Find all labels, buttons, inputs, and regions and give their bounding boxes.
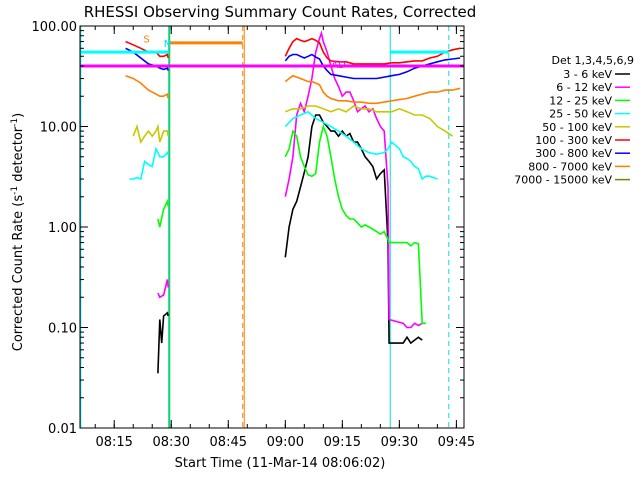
x-tick-label: 09:45	[438, 435, 475, 450]
legend-entry-label: 7000 - 15000 keV	[514, 174, 612, 187]
series-line-6-12-kev	[157, 279, 169, 299]
legend-entry-label: 100 - 300 keV	[535, 134, 612, 147]
legend-title: Det 1,3,4,5,6,9	[551, 54, 634, 67]
x-tick-label: 08:45	[210, 435, 247, 450]
y-tick-label: 10.00	[40, 121, 77, 136]
x-tick-label: 08:15	[95, 435, 132, 450]
series-line-50-100-kev	[132, 123, 169, 145]
series-layer: S N AD	[80, 26, 464, 428]
axes-layer: 100.00 10.00 1.00 0.10 0.01 08:15 08:30 08:45 09…	[32, 20, 476, 450]
series-line-6-12-kev	[284, 30, 423, 329]
x-tick-label: 09:15	[324, 435, 361, 450]
legend-entry-label: 25 - 50 keV	[549, 108, 612, 121]
legend-entry-label: 12 - 25 keV	[549, 94, 612, 107]
series-line-800-7000-kev	[284, 74, 461, 105]
series-line-25-50-kev	[129, 146, 169, 181]
series-line-3-6-kev	[284, 114, 423, 345]
x-axis-label: Start Time (11-Mar-14 08:06:02)	[175, 456, 386, 471]
series-line-100-300-kev	[284, 37, 461, 65]
y-tick-label: 100.00	[32, 20, 78, 35]
y-tick-label: 0.10	[48, 322, 77, 337]
legend-entry-label: 6 - 12 keV	[556, 81, 612, 94]
flag-label: S	[143, 35, 149, 46]
series-line-800-7000-kev	[125, 74, 169, 99]
y-tick-label: 1.00	[48, 221, 77, 236]
series-line-50-100-kev	[285, 105, 454, 137]
y-tick-label: 0.01	[48, 422, 77, 437]
legend-entry-label: 50 - 100 keV	[542, 121, 612, 134]
legend-entry-label: 300 - 800 keV	[535, 147, 612, 160]
x-tick-label: 08:30	[153, 435, 190, 450]
x-tick-label: 09:00	[267, 435, 304, 450]
flag-layer: S N AD	[80, 35, 464, 71]
chart-title: RHESSI Observing Summary Count Rates, Co…	[84, 3, 477, 21]
legend-entry-label: 3 - 6 keV	[563, 68, 612, 81]
series-line-12-25-kev	[284, 123, 426, 325]
flag-label: AD	[331, 60, 346, 71]
y-axis-label: Corrected Count Rate (s-1 detector-1)	[10, 113, 26, 351]
plot-frame	[79, 25, 465, 429]
series-line-3-6-kev	[157, 311, 169, 374]
legend-entry-label: 800 - 7000 keV	[528, 160, 612, 173]
x-tick-label: 09:30	[381, 435, 418, 450]
series-line-25-50-kev	[284, 110, 438, 181]
flag-label: N	[164, 39, 171, 50]
series-line-12-25-kev	[157, 198, 169, 228]
